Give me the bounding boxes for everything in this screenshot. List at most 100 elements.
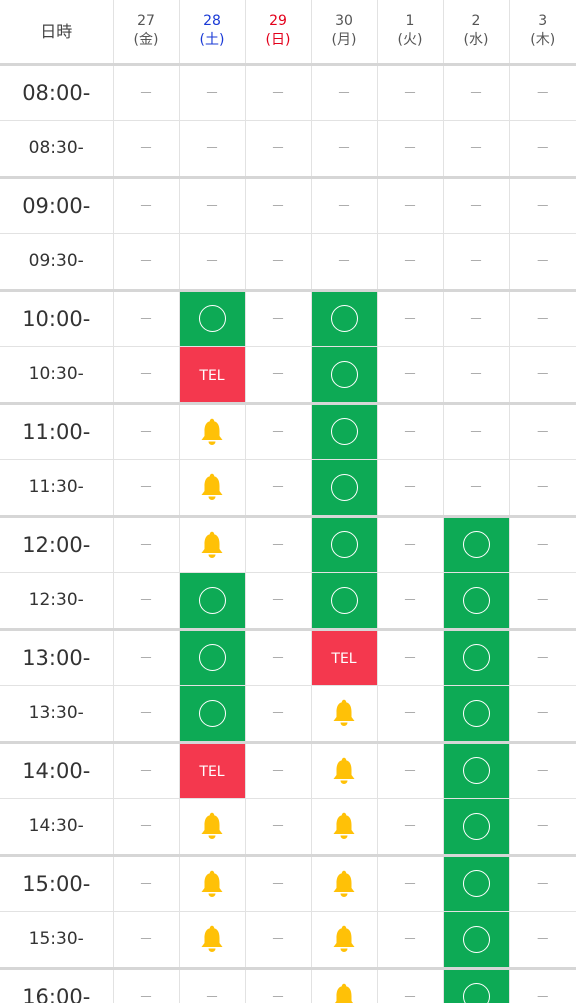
slot-available[interactable]	[443, 572, 510, 631]
slot-available[interactable]	[443, 968, 510, 1003]
dash-mark: －	[271, 367, 285, 384]
day-number: 1	[405, 13, 415, 30]
dash-mark: －	[139, 876, 153, 893]
time-slot-row: 10:30- － TEL － － － －	[0, 346, 576, 405]
day-header: 28 (土)	[179, 0, 246, 66]
slot-available[interactable]	[443, 911, 510, 970]
slot-unavailable: －	[509, 968, 576, 1003]
slot-tel[interactable]: TEL	[179, 346, 246, 405]
dash-mark: －	[535, 650, 550, 667]
circle-icon	[462, 925, 490, 953]
slot-waitlist[interactable]	[311, 798, 378, 857]
dash-mark: －	[271, 819, 285, 836]
slot-unavailable: －	[509, 64, 576, 121]
slot-available[interactable]	[311, 572, 378, 631]
time-slot-row: 10:00- － － － － －	[0, 290, 576, 347]
slot-waitlist[interactable]	[311, 742, 378, 799]
dash-mark: －	[469, 141, 483, 158]
slot-available[interactable]	[443, 629, 510, 686]
slot-waitlist[interactable]	[311, 968, 378, 1003]
dash-mark: －	[271, 876, 285, 893]
slot-available[interactable]	[311, 403, 378, 460]
slot-unavailable: －	[377, 798, 444, 857]
slot-unavailable: －	[377, 403, 444, 460]
header-row: 日時 27 (金) 28 (土) 29 (日) 30 (月) 1 (火) 2 (水) 3 (木)	[0, 0, 576, 66]
slot-unavailable: －	[113, 911, 180, 970]
circle-icon	[198, 699, 226, 727]
bell-icon	[312, 983, 377, 1003]
slot-unavailable: －	[245, 516, 312, 573]
slot-unavailable: －	[377, 177, 444, 234]
time-label: 14:30-	[0, 798, 114, 857]
dash-mark: －	[535, 876, 550, 893]
slot-available[interactable]	[311, 459, 378, 518]
slot-unavailable: －	[443, 459, 510, 518]
dash-mark: －	[205, 85, 219, 102]
slot-waitlist[interactable]	[179, 403, 246, 460]
circle-icon	[462, 644, 490, 672]
time-label: 08:30-	[0, 120, 114, 179]
slot-available[interactable]	[179, 290, 246, 347]
slot-waitlist[interactable]	[179, 911, 246, 970]
dash-mark: －	[403, 876, 417, 893]
slot-available[interactable]	[443, 855, 510, 912]
day-of-week: (木)	[530, 32, 556, 49]
dash-mark: －	[271, 989, 285, 1003]
slot-unavailable: －	[245, 177, 312, 234]
slot-unavailable: －	[245, 403, 312, 460]
slot-unavailable: －	[509, 855, 576, 912]
time-slot-row: 14:30- － － － －	[0, 798, 576, 857]
day-number: 28	[203, 13, 221, 30]
bell-icon	[180, 418, 245, 446]
dash-mark: －	[139, 593, 153, 610]
slot-available[interactable]	[443, 516, 510, 573]
dash-mark: －	[337, 254, 351, 271]
dash-mark: －	[469, 85, 483, 102]
slot-tel[interactable]: TEL	[311, 629, 378, 686]
circle-icon	[462, 699, 490, 727]
slot-waitlist[interactable]	[179, 798, 246, 857]
dash-mark: －	[205, 254, 219, 271]
dash-mark: －	[535, 424, 550, 441]
slot-waitlist[interactable]	[179, 855, 246, 912]
slot-available[interactable]	[443, 742, 510, 799]
slot-available[interactable]	[179, 572, 246, 631]
time-slot-row: 15:00- － － － －	[0, 855, 576, 912]
slot-available[interactable]	[311, 290, 378, 347]
slot-available[interactable]	[179, 685, 246, 744]
slot-tel[interactable]: TEL	[179, 742, 246, 799]
slot-available[interactable]	[443, 798, 510, 857]
tel-label: TEL	[199, 367, 225, 384]
time-label: 16:00-	[0, 968, 114, 1003]
slot-unavailable: －	[113, 798, 180, 857]
dash-mark: －	[403, 819, 417, 836]
slot-unavailable: －	[245, 798, 312, 857]
slot-waitlist[interactable]	[179, 516, 246, 573]
slot-waitlist[interactable]	[311, 911, 378, 970]
dash-mark: －	[535, 819, 550, 836]
bell-icon	[180, 812, 245, 840]
slot-waitlist[interactable]	[179, 459, 246, 518]
slot-unavailable: －	[113, 685, 180, 744]
slot-unavailable: －	[377, 855, 444, 912]
slot-unavailable: －	[377, 742, 444, 799]
slot-available[interactable]	[179, 629, 246, 686]
dash-mark: －	[403, 650, 417, 667]
slot-available[interactable]	[443, 685, 510, 744]
slot-unavailable: －	[113, 64, 180, 121]
dash-mark: －	[337, 85, 351, 102]
time-slot-row: 16:00- － － － － －	[0, 968, 576, 1003]
slot-available[interactable]	[311, 346, 378, 405]
slot-available[interactable]	[311, 516, 378, 573]
dash-mark: －	[469, 254, 483, 271]
slot-unavailable: －	[377, 685, 444, 744]
dash-mark: －	[271, 650, 285, 667]
dash-mark: －	[271, 424, 285, 441]
time-label: 15:30-	[0, 911, 114, 970]
slot-waitlist[interactable]	[311, 685, 378, 744]
dash-mark: －	[139, 650, 153, 667]
slot-waitlist[interactable]	[311, 855, 378, 912]
day-number: 30	[335, 13, 353, 30]
time-slot-row: 09:30- － － － － － － －	[0, 233, 576, 292]
bell-icon	[180, 473, 245, 501]
